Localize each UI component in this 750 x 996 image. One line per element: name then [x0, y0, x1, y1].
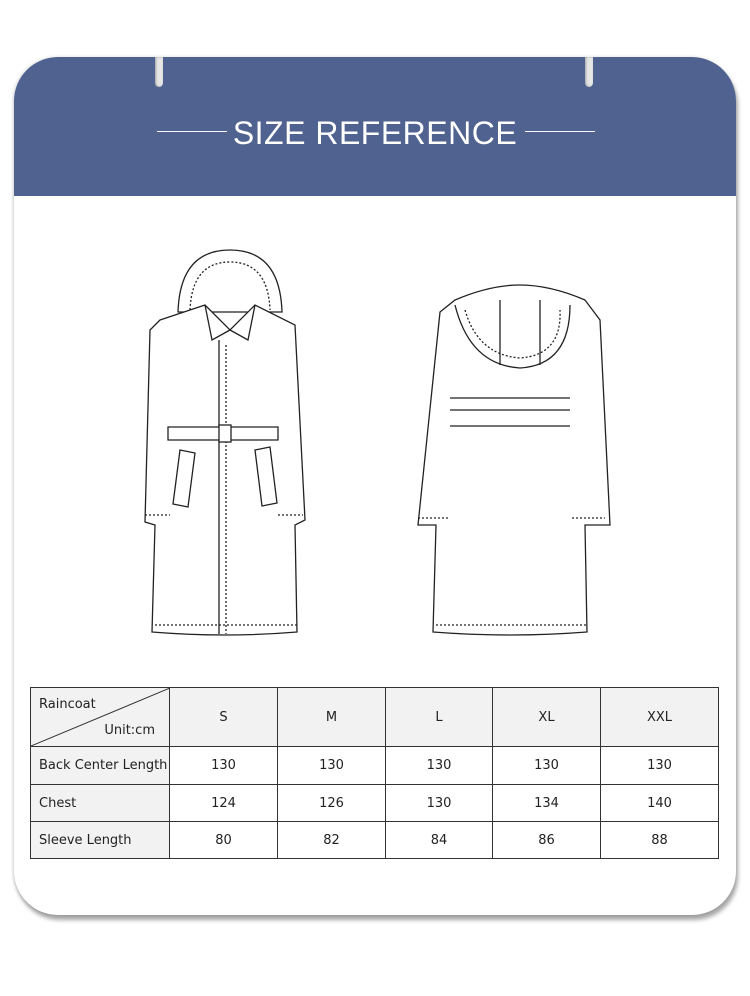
- page-title: SIZE REFERENCE: [232, 115, 518, 151]
- binder-ring: [585, 57, 593, 87]
- header-band: SIZE REFERENCE: [14, 57, 736, 196]
- unit-label: Unit:cm: [104, 723, 155, 738]
- cell: 86: [492, 821, 601, 859]
- cell: 124: [169, 784, 278, 822]
- cell: 140: [600, 784, 719, 822]
- corner-cell: Raincoat Unit:cm: [30, 687, 170, 747]
- cell: 130: [385, 746, 493, 785]
- table-row: Sleeve Length 80 82 84 86 88: [30, 821, 719, 859]
- table-row: Chest 124 126 130 134 140: [30, 784, 719, 822]
- cell: 130: [385, 784, 493, 822]
- coat-illustrations: [144, 249, 611, 636]
- size-header: M: [277, 687, 386, 747]
- size-header: XL: [492, 687, 601, 747]
- product-label: Raincoat: [39, 697, 96, 712]
- cell: 130: [169, 746, 278, 785]
- cell: 84: [385, 821, 493, 859]
- cell: 126: [277, 784, 386, 822]
- size-header: XXL: [600, 687, 719, 747]
- cell: 130: [600, 746, 719, 785]
- table-header-row: Raincoat Unit:cm S M L XL XXL: [30, 687, 719, 747]
- title-rule-right: [525, 131, 595, 132]
- size-header: S: [169, 687, 278, 747]
- title-rule-left: [157, 131, 227, 132]
- coat-back-drawing: [417, 284, 611, 636]
- binder-ring: [155, 57, 163, 87]
- size-table: Raincoat Unit:cm S M L XL XXL Back Cente…: [30, 687, 719, 859]
- row-label: Chest: [30, 784, 170, 822]
- cell: 130: [277, 746, 386, 785]
- cell: 80: [169, 821, 278, 859]
- cell: 82: [277, 821, 386, 859]
- cell: 130: [492, 746, 601, 785]
- cell: 88: [600, 821, 719, 859]
- row-label: Back Center Length: [30, 746, 170, 785]
- diagonal-divider: [31, 688, 170, 746]
- coat-front-drawing: [144, 249, 306, 636]
- row-label: Sleeve Length: [30, 821, 170, 859]
- size-header: L: [385, 687, 493, 747]
- cell: 134: [492, 784, 601, 822]
- table-row: Back Center Length 130 130 130 130 130: [30, 746, 719, 785]
